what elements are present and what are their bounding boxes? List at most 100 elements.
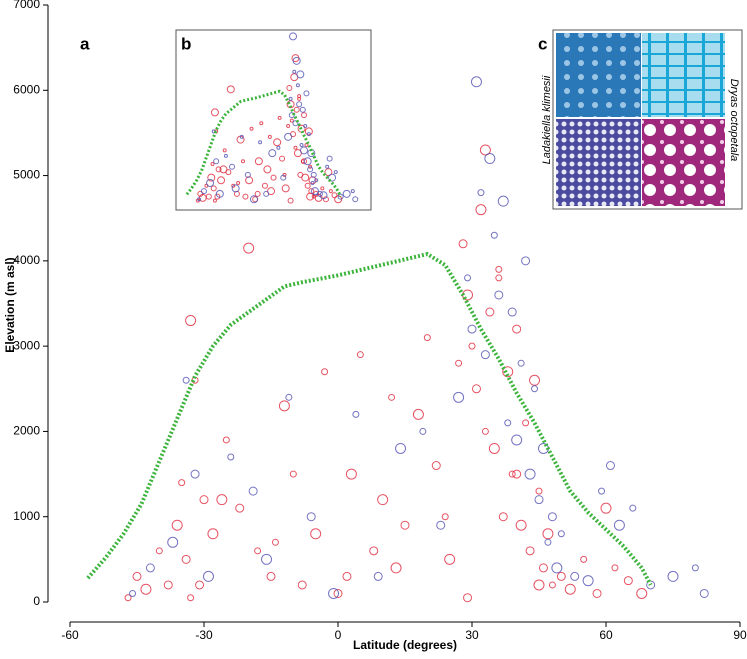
point <box>178 479 186 487</box>
point <box>470 76 482 88</box>
point <box>310 187 319 196</box>
point <box>303 90 310 97</box>
point <box>582 575 594 587</box>
point <box>261 182 268 189</box>
point <box>226 85 235 94</box>
point <box>517 359 525 367</box>
point <box>222 148 227 153</box>
y-axis-label: Elevation (m asl) <box>3 257 17 352</box>
point <box>557 530 565 538</box>
point <box>207 528 219 540</box>
point <box>299 106 306 113</box>
point <box>227 453 235 461</box>
point <box>249 195 258 204</box>
point <box>214 193 221 200</box>
point <box>373 571 383 581</box>
point <box>292 56 301 65</box>
point <box>570 571 580 581</box>
x-tick-label: 30 <box>465 628 479 642</box>
x-tick-label: -30 <box>195 628 213 642</box>
point <box>419 427 427 435</box>
point <box>280 174 287 181</box>
point <box>598 487 606 495</box>
point <box>277 115 282 120</box>
point <box>325 164 330 169</box>
point <box>511 434 523 446</box>
point <box>231 184 240 193</box>
point <box>263 165 272 174</box>
y-tick-label: 7000 <box>13 0 40 11</box>
point <box>534 495 544 505</box>
y-tick-label: 6000 <box>13 82 40 96</box>
point <box>485 307 495 317</box>
point <box>498 512 508 522</box>
point <box>623 576 633 586</box>
point <box>524 468 536 480</box>
point <box>564 583 576 595</box>
point <box>258 140 263 145</box>
y-tick-label: 3000 <box>13 338 40 352</box>
point <box>276 145 281 150</box>
point <box>600 502 612 514</box>
point <box>301 112 307 119</box>
point <box>463 593 473 603</box>
panel-label: a <box>80 34 90 53</box>
point <box>314 178 319 183</box>
point <box>254 190 261 197</box>
point <box>248 486 258 496</box>
point <box>605 461 615 471</box>
inset-b <box>185 32 359 204</box>
point <box>467 324 477 334</box>
point <box>216 494 228 506</box>
point <box>200 188 207 195</box>
point <box>314 193 323 202</box>
point <box>293 145 298 150</box>
point <box>458 239 468 249</box>
point <box>613 519 625 531</box>
point <box>155 547 163 555</box>
point <box>197 197 202 202</box>
point <box>502 366 514 378</box>
point <box>187 594 195 602</box>
point <box>212 198 217 203</box>
point <box>490 231 498 239</box>
point <box>286 124 291 128</box>
point <box>441 513 449 521</box>
point <box>299 143 304 147</box>
point <box>515 519 527 531</box>
point <box>140 583 152 595</box>
point <box>497 195 509 207</box>
point <box>310 528 322 540</box>
point <box>300 146 308 155</box>
point <box>295 83 300 88</box>
point <box>308 164 313 169</box>
point <box>342 189 351 198</box>
point <box>229 163 236 170</box>
point <box>273 138 282 147</box>
panel-label: c <box>538 34 547 53</box>
point <box>431 461 441 471</box>
y-tick-label: 2000 <box>13 424 40 438</box>
point <box>304 127 313 136</box>
point <box>215 166 222 173</box>
point <box>236 181 241 185</box>
point <box>279 155 286 162</box>
point <box>390 562 402 574</box>
point <box>301 173 310 182</box>
point <box>580 555 588 563</box>
point <box>271 538 279 546</box>
x-tick-label: 60 <box>599 628 613 642</box>
point <box>667 570 679 582</box>
point <box>423 334 431 342</box>
micrograph <box>642 119 725 206</box>
point <box>611 564 619 572</box>
point <box>494 290 504 300</box>
point <box>297 96 302 101</box>
point <box>289 118 294 123</box>
point <box>512 324 522 334</box>
point <box>444 553 456 565</box>
point <box>266 571 276 581</box>
point <box>531 385 539 393</box>
point <box>521 256 531 266</box>
point <box>288 96 293 101</box>
